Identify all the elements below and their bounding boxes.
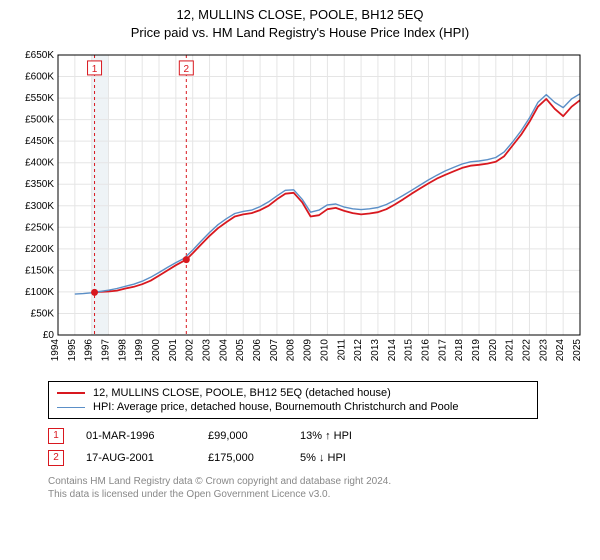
chart-area: 12£0£50K£100K£150K£200K£250K£300K£350K£4… (10, 45, 590, 375)
legend-label-price-paid: 12, MULLINS CLOSE, POOLE, BH12 5EQ (deta… (93, 387, 391, 399)
svg-text:2012: 2012 (353, 339, 364, 362)
svg-text:£300K: £300K (25, 201, 54, 212)
legend-row-hpi: HPI: Average price, detached house, Bour… (57, 400, 529, 414)
svg-text:2015: 2015 (404, 339, 415, 362)
marker-row-1: 1 01-MAR-1996 £99,000 13% ↑ HPI (48, 425, 570, 447)
marker-row-2: 2 17-AUG-2001 £175,000 5% ↓ HPI (48, 447, 570, 469)
marker-date-1: 01-MAR-1996 (86, 430, 186, 442)
marker-price-2: £175,000 (208, 452, 278, 464)
svg-text:£200K: £200K (25, 244, 54, 255)
footer-attribution: Contains HM Land Registry data © Crown c… (48, 475, 570, 501)
svg-text:2023: 2023 (538, 339, 549, 362)
svg-text:2024: 2024 (555, 339, 566, 362)
svg-text:2009: 2009 (303, 339, 314, 362)
svg-text:2: 2 (184, 64, 190, 75)
svg-text:2008: 2008 (286, 339, 297, 362)
legend-swatch-hpi (57, 407, 85, 408)
svg-text:2019: 2019 (471, 339, 482, 362)
svg-text:£150K: £150K (25, 265, 54, 276)
marker-hpi-2: 5% ↓ HPI (300, 452, 380, 464)
svg-text:1998: 1998 (117, 339, 128, 362)
svg-text:2022: 2022 (521, 339, 532, 362)
svg-text:2025: 2025 (572, 339, 583, 362)
svg-text:2004: 2004 (218, 339, 229, 362)
legend-swatch-price-paid (57, 392, 85, 394)
svg-text:2018: 2018 (454, 339, 465, 362)
svg-text:2011: 2011 (336, 339, 347, 361)
svg-text:2014: 2014 (387, 339, 398, 362)
title-address: 12, MULLINS CLOSE, POOLE, BH12 5EQ (0, 6, 600, 24)
marker-price-1: £99,000 (208, 430, 278, 442)
svg-text:1994: 1994 (50, 339, 61, 362)
svg-text:1996: 1996 (84, 339, 95, 362)
svg-text:2021: 2021 (505, 339, 516, 362)
legend-row-price-paid: 12, MULLINS CLOSE, POOLE, BH12 5EQ (deta… (57, 386, 529, 400)
svg-text:1: 1 (92, 64, 98, 75)
marker-table: 1 01-MAR-1996 £99,000 13% ↑ HPI 2 17-AUG… (48, 425, 570, 469)
svg-text:2003: 2003 (202, 339, 213, 362)
svg-text:2005: 2005 (235, 339, 246, 362)
svg-text:1995: 1995 (67, 339, 78, 362)
svg-text:£500K: £500K (25, 115, 54, 126)
marker-date-2: 17-AUG-2001 (86, 452, 186, 464)
marker-hpi-1: 13% ↑ HPI (300, 430, 380, 442)
title-subtitle: Price paid vs. HM Land Registry's House … (0, 24, 600, 42)
chart-title: 12, MULLINS CLOSE, POOLE, BH12 5EQ Price… (0, 0, 600, 41)
svg-text:2000: 2000 (151, 339, 162, 362)
svg-text:£250K: £250K (25, 222, 54, 233)
svg-text:£100K: £100K (25, 287, 54, 298)
svg-text:£600K: £600K (25, 72, 54, 83)
svg-text:£50K: £50K (31, 309, 55, 320)
svg-text:2017: 2017 (437, 339, 448, 362)
svg-text:£550K: £550K (25, 93, 54, 104)
legend-label-hpi: HPI: Average price, detached house, Bour… (93, 401, 458, 413)
svg-text:1999: 1999 (134, 339, 145, 362)
svg-text:2020: 2020 (488, 339, 499, 362)
svg-text:£450K: £450K (25, 136, 54, 147)
footer-line-2: This data is licensed under the Open Gov… (48, 488, 570, 501)
svg-text:2010: 2010 (319, 339, 330, 362)
line-chart-svg: 12£0£50K£100K£150K£200K£250K£300K£350K£4… (10, 45, 590, 375)
svg-text:2001: 2001 (168, 339, 179, 362)
svg-text:2002: 2002 (185, 339, 196, 362)
svg-text:2007: 2007 (269, 339, 280, 362)
svg-text:£350K: £350K (25, 179, 54, 190)
svg-text:£400K: £400K (25, 158, 54, 169)
legend: 12, MULLINS CLOSE, POOLE, BH12 5EQ (deta… (48, 381, 538, 419)
footer-line-1: Contains HM Land Registry data © Crown c… (48, 475, 570, 488)
svg-text:2013: 2013 (370, 339, 381, 362)
marker-badge-2: 2 (48, 450, 64, 466)
svg-text:2016: 2016 (420, 339, 431, 362)
svg-text:1997: 1997 (101, 339, 112, 362)
svg-text:£650K: £650K (25, 50, 54, 61)
marker-badge-1: 1 (48, 428, 64, 444)
svg-text:2006: 2006 (252, 339, 263, 362)
